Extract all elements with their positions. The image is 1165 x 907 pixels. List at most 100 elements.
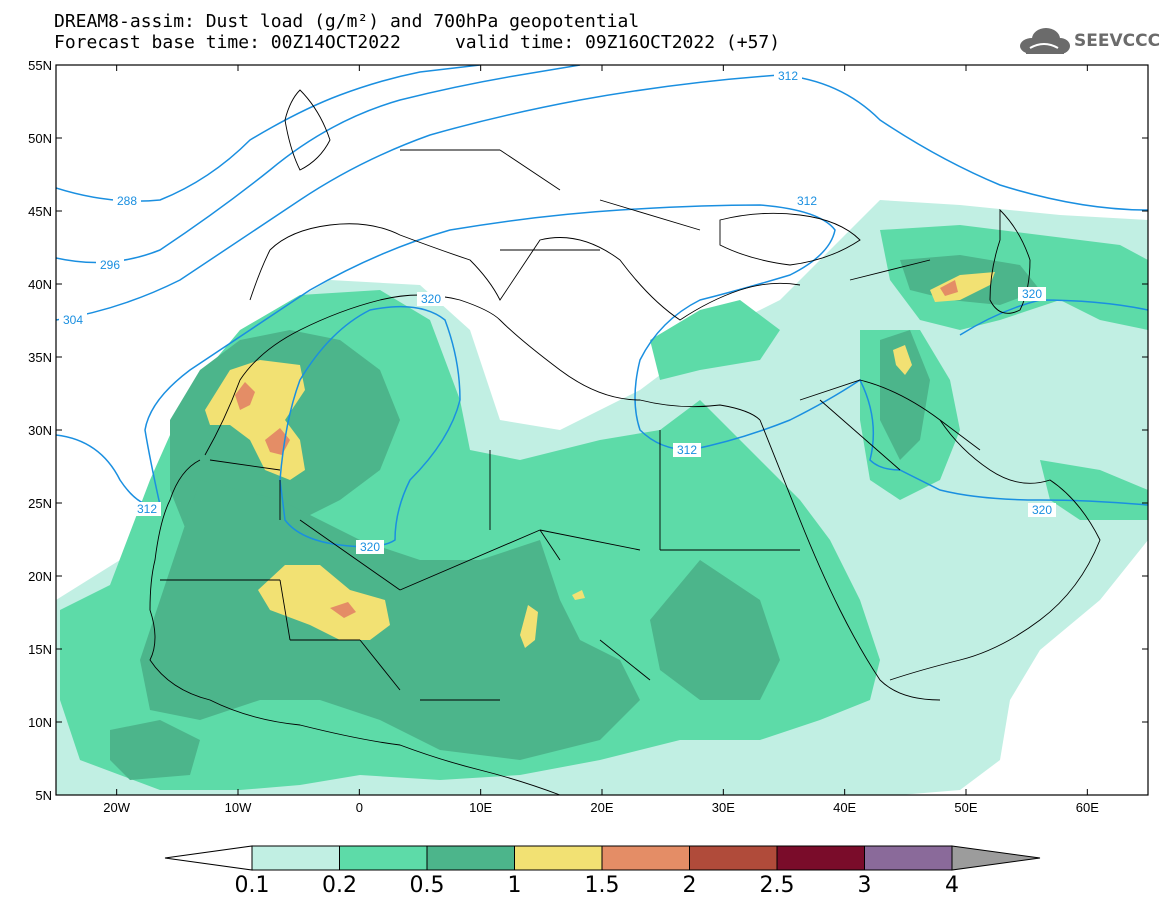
colorbar-level-label: 2: [683, 873, 697, 898]
colorbar-box: [864, 845, 953, 871]
contour-label: 296: [96, 258, 124, 272]
contour-312-west: [56, 204, 1148, 507]
colorbar-left-arrow: [164, 845, 253, 871]
colorbar-level-label: 0.2: [322, 873, 357, 898]
colorbar-box: [426, 845, 515, 871]
dust-level-0.5: [650, 560, 780, 700]
dust-level-0.5: [140, 480, 640, 760]
tick-marks: [56, 64, 1148, 796]
colorbar-level-label: 0.5: [410, 873, 445, 898]
lat-tick-label: 15N: [28, 642, 52, 657]
contour-304: [56, 74, 1148, 321]
dust-level-1.5: [330, 602, 356, 618]
colorbar-level-label: 2.5: [760, 873, 795, 898]
contour-label: 312: [794, 194, 820, 208]
coastline-uk: [284, 89, 331, 171]
lat-tick-label: 5N: [35, 788, 52, 803]
coastlines: [149, 89, 1101, 795]
contour-label-text: 288: [117, 194, 137, 208]
dust-level-1: [258, 565, 390, 640]
contour-label: 320: [417, 292, 445, 306]
lat-tick-label: 10N: [28, 715, 52, 730]
seevccc-logo: SEEVCCC: [1018, 26, 1160, 56]
contour-288: [56, 65, 481, 202]
coastline-north-africa: [204, 294, 761, 456]
contour-label-text: 320: [360, 540, 380, 554]
dust-field: [56, 200, 1148, 795]
coastline-caspian: [989, 208, 1031, 314]
contour-label-text: 312: [137, 502, 157, 516]
lon-tick-label: 60E: [1076, 800, 1099, 815]
contour-296: [56, 65, 581, 264]
contour-label: 320: [1018, 287, 1046, 301]
contour-label-text: 304: [63, 313, 83, 327]
dust-level-0.2: [650, 300, 780, 380]
colorbar-level-label: 4: [945, 873, 959, 898]
dust-level-1.5: [940, 280, 958, 296]
colorbar: 0.1 0.2 0.5 1 1.5 2 2.5 3 4: [164, 845, 1041, 898]
lat-tick-label: 25N: [28, 496, 52, 511]
lon-tick-label: 20E: [590, 800, 613, 815]
coastline-africa: [149, 459, 561, 795]
lat-tick-label: 20N: [28, 569, 52, 584]
contour-label: 312: [774, 69, 802, 83]
lat-tick-label: 30N: [28, 423, 52, 438]
contour-label-text: 312: [797, 194, 817, 208]
contour-label: 312: [673, 443, 701, 457]
contour-label: 312: [133, 502, 161, 516]
dust-level-0.2: [1040, 460, 1148, 520]
colorbar-level-label: 0.1: [235, 873, 270, 898]
lon-tick-label: 40E: [833, 800, 856, 815]
coastline-black-sea: [719, 212, 861, 266]
contour-label-text: 320: [1022, 287, 1042, 301]
contour-label-text: 320: [421, 292, 441, 306]
lon-tick-label: 30E: [712, 800, 735, 815]
colorbar-level-label: 3: [858, 873, 872, 898]
dust-level-1: [893, 345, 912, 375]
contour-label: 288: [113, 194, 141, 208]
contour-label: 320: [356, 540, 384, 554]
colorbar-box: [514, 845, 603, 871]
border-lines: [160, 149, 981, 701]
dust-level-0.5: [110, 720, 200, 780]
colorbar-box: [251, 845, 340, 871]
cloud-logo-icon: [1020, 28, 1070, 54]
lat-tick-label: 35N: [28, 350, 52, 365]
colorbar-box: [776, 845, 865, 871]
lon-tick-label: 0: [356, 800, 363, 815]
lat-tick-label: 50N: [28, 131, 52, 146]
coastline-red-sea: [759, 419, 941, 701]
colorbar-labels: 0.1 0.2 0.5 1 1.5 2 2.5 3 4: [235, 873, 960, 898]
colorbar-level-label: 1: [508, 873, 522, 898]
colorbar-boxes: [251, 845, 953, 871]
lat-tick-label: 45N: [28, 204, 52, 219]
lat-tick-label: 55N: [28, 58, 52, 73]
contour-label-text: 312: [677, 443, 697, 457]
logo-text: SEEVCCC: [1074, 31, 1161, 51]
contour-labels: 312 312 288 296 304 320 312 320 312 320 …: [59, 69, 1056, 554]
lon-tick-label: 20W: [103, 800, 130, 815]
map-title-line1: DREAM8-assim: Dust load (g/m²) and 700hP…: [54, 11, 640, 32]
lat-tick-label: 40N: [28, 277, 52, 292]
dust-level-1.5: [235, 382, 255, 410]
contour-label: 320: [1028, 503, 1056, 517]
map-title-line2: Forecast base time: 00Z14OCT2022 valid t…: [54, 32, 781, 53]
colorbar-box: [339, 845, 428, 871]
lon-tick-label: 10W: [225, 800, 252, 815]
longitude-labels: 20W 10W 0 10E 20E 30E 40E 50E 60E: [103, 800, 1099, 815]
colorbar-right-arrow: [951, 845, 1041, 871]
colorbar-box: [689, 845, 778, 871]
coastline-arabia: [799, 379, 1101, 681]
contour-label-text: 312: [778, 69, 798, 83]
dust-level-1: [572, 590, 585, 600]
contour-label: 304: [59, 313, 87, 327]
lon-tick-label: 10E: [469, 800, 492, 815]
colorbar-box: [601, 845, 690, 871]
dust-level-1: [520, 605, 538, 648]
contour-label-text: 296: [100, 258, 120, 272]
contour-label-text: 320: [1032, 503, 1052, 517]
dust-level-0.5: [880, 330, 930, 460]
lon-tick-label: 50E: [954, 800, 977, 815]
latitude-labels: 55N 50N 45N 40N 35N 30N 25N 20N 15N 10N 5N: [28, 58, 52, 803]
